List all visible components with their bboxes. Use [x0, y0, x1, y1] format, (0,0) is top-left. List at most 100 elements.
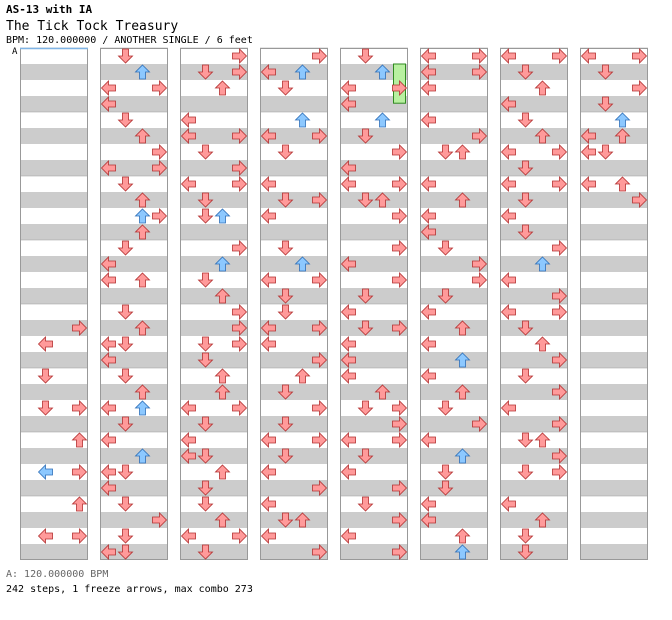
step-arrow-left-icon [500, 208, 516, 224]
step-arrow-left-icon [260, 208, 276, 224]
step-arrow-right-icon [392, 320, 408, 336]
beat-stripe [580, 416, 648, 432]
step-arrow-up-icon [374, 112, 391, 128]
step-arrow-up-icon [534, 128, 551, 144]
step-arrow-left-icon [500, 496, 516, 512]
beat-stripe [180, 320, 248, 336]
step-arrow-up-icon [614, 128, 631, 144]
step-arrow-right-icon [72, 320, 88, 336]
step-arrow-left-icon [420, 176, 436, 192]
step-arrow-right-icon [472, 128, 488, 144]
step-arrow-down-icon [517, 528, 534, 544]
step-arrow-right-icon [392, 208, 408, 224]
beat-stripe [420, 96, 488, 112]
column-border [100, 48, 168, 560]
step-arrow-left-icon [260, 528, 276, 544]
beat-stripe [180, 224, 248, 240]
step-arrow-up-icon [454, 352, 471, 368]
beat-stripe [340, 160, 408, 176]
step-arrow-left-icon [420, 64, 436, 80]
step-arrow-right-icon [312, 48, 328, 64]
beat-stripe [340, 384, 408, 400]
step-arrow-left-icon [420, 48, 436, 64]
beat-stripe [100, 256, 168, 272]
step-arrow-left-icon [420, 224, 436, 240]
step-arrow-left-icon [100, 400, 116, 416]
step-arrow-down-icon [437, 464, 454, 480]
step-arrow-down-icon [117, 112, 134, 128]
step-arrow-right-icon [232, 528, 248, 544]
measure-column-2 [100, 47, 168, 560]
step-arrow-left-icon [180, 112, 196, 128]
beat-stripe [500, 512, 568, 528]
beat-stripe [260, 256, 328, 272]
step-arrow-down-icon [517, 64, 534, 80]
beat-stripe [100, 288, 168, 304]
beat-stripe [180, 128, 248, 144]
step-arrow-left-icon [100, 352, 116, 368]
beat-stripe [20, 64, 88, 80]
beat-stripe [100, 480, 168, 496]
step-arrow-down-icon [277, 80, 294, 96]
step-arrow-up-icon [134, 224, 151, 240]
beat-stripe [180, 416, 248, 432]
beat-stripe [100, 320, 168, 336]
step-arrow-down-icon [357, 400, 374, 416]
step-arrow-down-icon [517, 544, 534, 560]
step-arrow-down-icon [357, 192, 374, 208]
beat-stripe [260, 384, 328, 400]
step-arrow-right-icon [392, 176, 408, 192]
step-arrow-right-icon [312, 272, 328, 288]
step-arrow-up-icon [294, 512, 311, 528]
step-arrow-up-icon [214, 208, 231, 224]
step-arrow-right-icon [232, 48, 248, 64]
step-arrow-right-icon [232, 128, 248, 144]
step-arrow-up-icon [294, 112, 311, 128]
step-arrow-left-icon [180, 128, 196, 144]
beat-stripe [180, 160, 248, 176]
beat-stripe [100, 416, 168, 432]
step-arrow-up-icon [134, 384, 151, 400]
beat-stripe [500, 192, 568, 208]
song-title: The Tick Tock Treasury [6, 19, 179, 34]
step-arrow-left-icon [180, 432, 196, 448]
step-arrow-right-icon [232, 320, 248, 336]
step-arrow-left-icon [340, 336, 356, 352]
step-arrow-down-icon [117, 464, 134, 480]
step-arrow-right-icon [472, 272, 488, 288]
step-arrow-left-icon [420, 80, 436, 96]
beat-stripe [500, 288, 568, 304]
step-arrow-down-icon [437, 480, 454, 496]
step-arrow-right-icon [72, 400, 88, 416]
step-arrow-left-icon [37, 464, 53, 480]
beat-stripe [260, 320, 328, 336]
step-arrow-down-icon [197, 352, 214, 368]
step-arrow-left-icon [260, 128, 276, 144]
step-arrow-left-icon [37, 528, 53, 544]
beat-stripe [580, 384, 648, 400]
beat-stripe [340, 544, 408, 560]
beat-stripe [20, 256, 88, 272]
beat-stripe [420, 224, 488, 240]
beat-stripe [20, 416, 88, 432]
step-arrow-left-icon [420, 112, 436, 128]
step-arrow-right-icon [552, 176, 568, 192]
beat-stripe [260, 480, 328, 496]
beat-stripe [580, 288, 648, 304]
step-arrow-up-icon [454, 192, 471, 208]
beat-stripe [100, 544, 168, 560]
beat-stripe [260, 224, 328, 240]
beat-stripe [420, 320, 488, 336]
beat-stripe [100, 192, 168, 208]
beat-stripe [100, 384, 168, 400]
step-arrow-up-icon [534, 432, 551, 448]
beat-stripe [180, 288, 248, 304]
beat-stripe [500, 96, 568, 112]
step-arrow-left-icon [420, 496, 436, 512]
step-arrow-right-icon [392, 416, 408, 432]
step-arrow-left-icon [580, 128, 596, 144]
step-arrow-down-icon [597, 96, 614, 112]
step-arrow-up-icon [454, 144, 471, 160]
step-arrow-up-icon [134, 208, 151, 224]
step-arrow-up-icon [294, 64, 311, 80]
